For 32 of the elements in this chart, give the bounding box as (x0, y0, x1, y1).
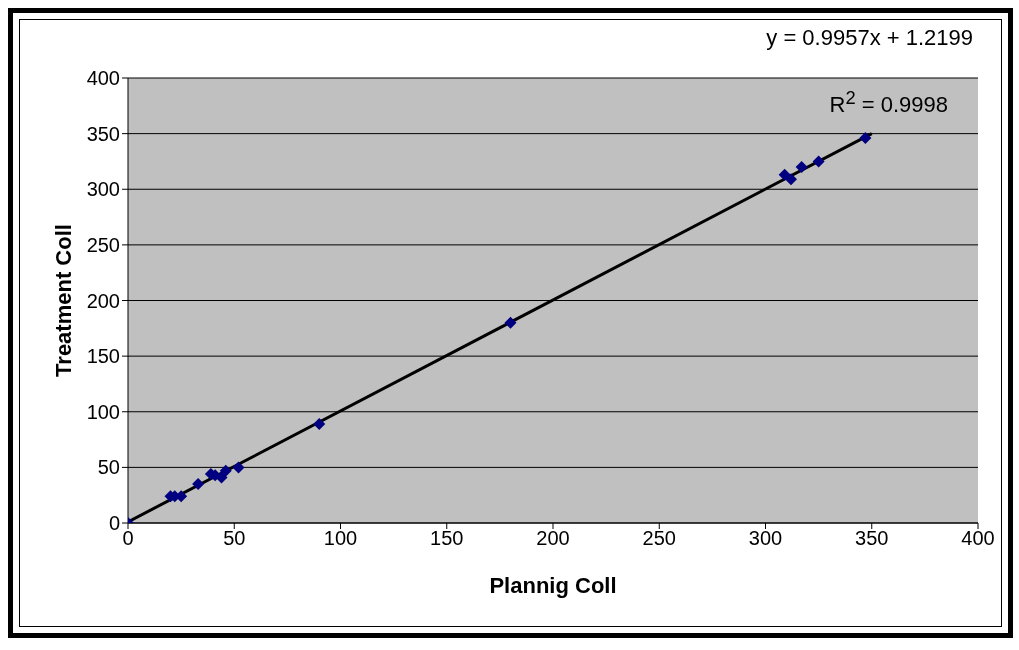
annotation: R$^{2}$ = 0.9998 (829, 87, 948, 119)
x-tick-label: 300 (748, 527, 783, 550)
x-tick-label: 100 (323, 527, 358, 550)
x-tick-label: 150 (430, 527, 464, 550)
point (232, 461, 245, 474)
x-tick-label: 350 (855, 527, 889, 550)
y-tick-label: 250 (86, 233, 120, 256)
x-tick-label: 400 (961, 527, 995, 550)
point (778, 168, 791, 181)
point (192, 478, 205, 491)
y-tick-label: 50 (97, 456, 120, 479)
point (219, 464, 232, 477)
point (859, 132, 872, 145)
x-tick-label: 0 (122, 527, 134, 550)
x-tick-label: 250 (642, 527, 676, 550)
x-tick-label: 200 (536, 527, 570, 550)
point (795, 161, 808, 173)
point (812, 155, 825, 168)
y-tick-label: 300 (86, 178, 120, 201)
x-axis-title: Plannig Coll (489, 573, 617, 598)
y-tick-label: 150 (86, 345, 120, 368)
text: y = 0.9957x + 1.2199 (766, 25, 973, 51)
point (504, 316, 517, 329)
y-tick-label: 100 (86, 400, 120, 423)
x-tick-label: 50 (223, 527, 246, 550)
y-tick-label: 400 (86, 67, 120, 90)
y-tick-label: 0 (108, 512, 120, 535)
y-tick-label: 200 (86, 289, 120, 312)
y-axis-title: Treatment Coll (50, 224, 76, 377)
y-tick-label: 350 (86, 122, 120, 145)
point (785, 173, 797, 186)
point (313, 417, 326, 430)
